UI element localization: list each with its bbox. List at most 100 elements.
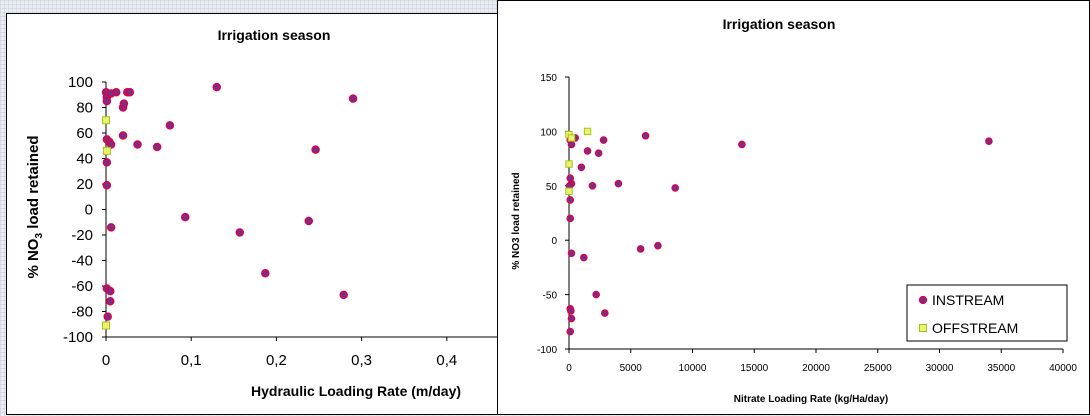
left-y-tick-label: -60 — [71, 278, 93, 295]
left-x-axis-label: Hydraulic Loading Rate (m/day) — [251, 383, 461, 399]
left-y-axis-label: % NO3 load retained — [25, 135, 45, 278]
left-y-tick-label: 20 — [76, 176, 93, 193]
right-instream-point — [567, 140, 576, 149]
left-y-tick-label: 100 — [68, 74, 93, 91]
right-x-tick-label: 10000 — [679, 363, 707, 374]
left-instream-point — [111, 87, 121, 97]
right-x-tick-label: 35000 — [987, 363, 1015, 374]
right-instream-point — [567, 314, 576, 323]
right-x-axis-label: Nitrate Loading Rate (kg/Ha/day) — [734, 394, 888, 405]
legend-box — [906, 284, 1068, 342]
right-data-points — [565, 127, 993, 336]
right-y-axis-label-group: % NO3 load retained — [511, 172, 522, 269]
left-instream-point — [348, 94, 358, 103]
left-y-tick-label: 80 — [76, 100, 93, 117]
right-instream-point — [601, 309, 609, 317]
left-instream-point — [133, 140, 142, 149]
left-y-tick-label: -80 — [71, 304, 93, 321]
left-x-tick-label: 0,1 — [181, 352, 202, 369]
left-x-tick-label: 0,2 — [266, 352, 287, 369]
right-chart-title: Irrigation season — [723, 16, 836, 32]
left-instream-point — [212, 82, 222, 92]
left-offstream-point — [102, 321, 110, 330]
right-y-tick-label: 50 — [546, 182, 558, 193]
right-offstream-point — [565, 187, 573, 195]
left-axes: 100 80 60 40 20 0 -20 -40 -60 -80 -100 0 0,1 0,2 0,3 0,… — [63, 74, 562, 369]
right-legend: INSTREAM OFFSTREAM — [906, 284, 1068, 342]
left-instream-point — [103, 312, 112, 321]
right-offstream-point — [565, 160, 573, 168]
right-instream-point — [566, 196, 575, 204]
legend-offstream-label: OFFSTREAM — [932, 320, 1018, 336]
right-x-tick-label: 0 — [566, 363, 572, 374]
right-instream-point — [567, 307, 575, 315]
right-instream-point — [580, 253, 588, 262]
right-y-tick-label: -50 — [543, 291, 558, 302]
left-x-tick-label: 0,4 — [436, 352, 457, 369]
left-instream-point — [165, 121, 175, 130]
right-x-tick-label: 40000 — [1049, 363, 1077, 374]
legend-instream-label: INSTREAM — [932, 292, 1004, 308]
left-instream-point — [102, 181, 112, 190]
left-chart-panel: Irrigation season Hydraulic Loading Rate… — [6, 13, 562, 415]
right-instream-point — [641, 131, 650, 140]
right-x-tick-label: 5000 — [620, 363, 643, 374]
left-offstream-point — [102, 146, 111, 155]
left-data-points — [101, 82, 358, 330]
right-instream-point — [583, 147, 592, 155]
right-instream-point — [636, 245, 645, 253]
right-x-tick-label: 15000 — [740, 363, 768, 374]
left-y-tick-label: -40 — [71, 253, 93, 270]
left-instream-point — [119, 99, 129, 108]
right-instream-point — [738, 140, 746, 149]
right-instream-point — [985, 137, 993, 145]
left-instream-point — [339, 290, 348, 300]
right-x-tick-label: 30000 — [926, 363, 954, 374]
right-instream-point — [588, 182, 597, 190]
right-y-axis-label: % NO3 load retained — [511, 172, 522, 269]
right-scatter-chart: Irrigation season Nitrate Loading Rate (… — [511, 16, 1077, 405]
right-x-tick-label: 25000 — [864, 363, 892, 374]
right-instream-point — [592, 290, 600, 299]
right-instream-point — [566, 214, 575, 223]
right-chart-panel: Irrigation season Nitrate Loading Rate (… — [497, 0, 1090, 415]
left-y-tick-label: 0 — [85, 202, 93, 219]
legend-instream-marker — [918, 295, 928, 305]
left-instream-point — [125, 87, 135, 97]
left-x-tick-label: 0,3 — [351, 352, 372, 369]
left-y-axis-label-group: % NO3 load retained — [25, 135, 45, 278]
left-instream-point — [180, 212, 190, 222]
left-offstream-point — [102, 116, 110, 125]
right-instream-point — [671, 184, 680, 192]
left-chart-title: Irrigation season — [218, 27, 331, 43]
left-y-tick-label: 40 — [76, 151, 93, 168]
right-instream-point — [567, 249, 576, 258]
left-instream-point — [102, 158, 112, 167]
right-instream-point — [594, 149, 603, 157]
left-instream-point — [106, 297, 115, 306]
left-instream-point — [304, 216, 314, 226]
right-instream-point — [566, 327, 575, 336]
left-instream-point — [106, 223, 116, 232]
right-y-tick-label: 100 — [540, 127, 557, 138]
right-offstream-point — [583, 127, 592, 136]
right-offstream-point — [567, 134, 576, 142]
left-instream-point — [118, 131, 128, 140]
left-instream-point — [106, 140, 116, 149]
right-instream-point — [599, 136, 608, 144]
left-x-tick-label: 0 — [102, 352, 110, 369]
right-instream-point — [654, 241, 662, 250]
right-y-tick-label: 150 — [540, 73, 557, 84]
right-instream-point — [614, 179, 623, 188]
right-x-tick-label: 20000 — [802, 363, 830, 374]
left-y-tick-label: -100 — [63, 329, 93, 346]
left-instream-point — [102, 96, 112, 106]
left-instream-point — [311, 145, 320, 154]
left-instream-point — [152, 142, 162, 152]
left-instream-point — [106, 286, 115, 296]
left-scatter-chart: Irrigation season Hydraulic Loading Rate… — [25, 27, 562, 399]
left-instream-point — [261, 268, 270, 278]
right-y-tick-label: -100 — [537, 345, 557, 356]
right-instream-point — [577, 163, 586, 172]
left-y-tick-label: -20 — [71, 227, 93, 244]
